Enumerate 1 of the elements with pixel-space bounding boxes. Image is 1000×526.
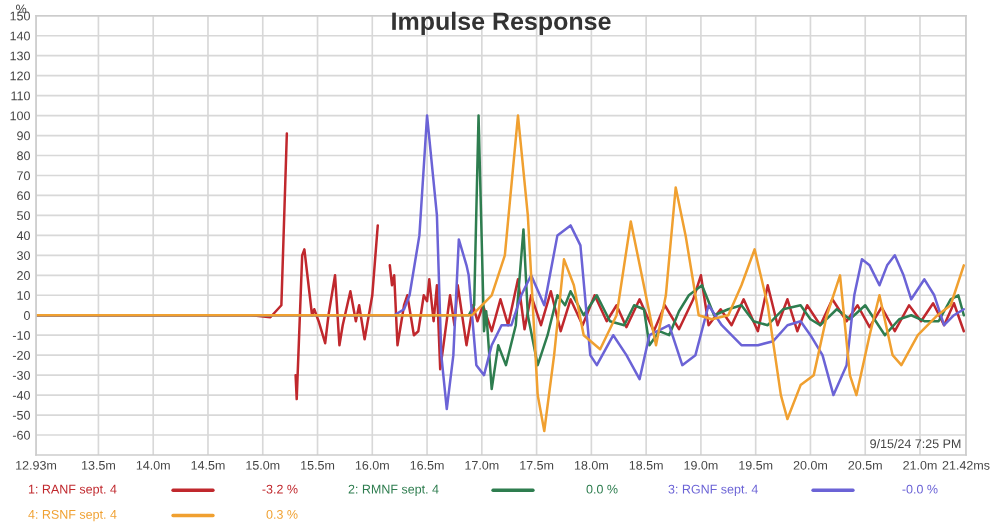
chart-title: Impulse Response [392,11,611,36]
